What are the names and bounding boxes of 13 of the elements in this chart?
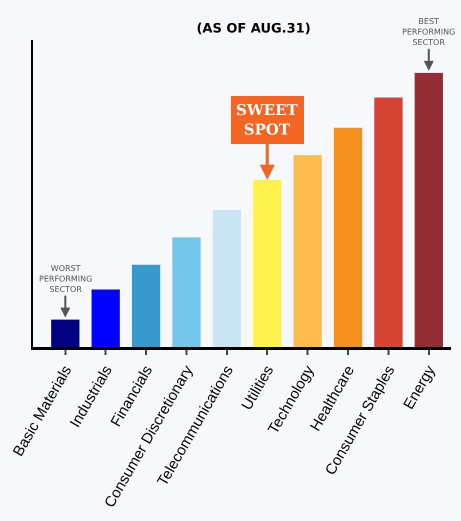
bar [293,155,322,347]
bar [334,128,362,347]
annotation: SWEET SPOT [236,101,299,138]
bar [212,210,241,347]
chart-title: (AS OF AUG.31) [196,22,311,37]
bar [132,264,160,347]
annotation: WORST PERFORMING SECTOR [39,264,92,294]
bar [172,237,201,347]
bar [374,98,403,347]
bar [92,289,120,347]
bar [414,72,443,347]
annotation: BEST PERFORMING SECTOR [402,17,456,47]
bar [51,320,80,347]
